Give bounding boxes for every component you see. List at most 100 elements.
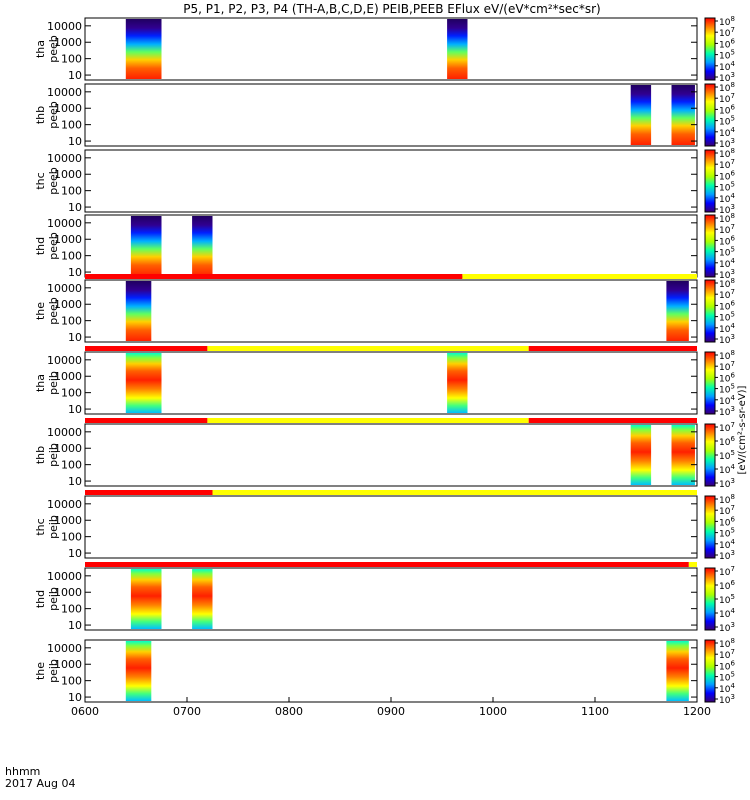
colorbar <box>704 423 716 487</box>
panel-frame <box>84 567 698 631</box>
spectrogram-burst <box>192 216 213 276</box>
colorbar-tick-label: 106 <box>719 435 735 448</box>
panel-ylabel-instrument: peeb <box>47 232 60 260</box>
panel-frame <box>84 17 698 81</box>
colorbar-tick-label: 103 <box>719 477 735 490</box>
panel-frame <box>84 495 698 559</box>
y-tick-label: 10000 <box>47 426 82 439</box>
panel-ylabel-probe: tha <box>34 374 47 392</box>
y-tick-label: 1000 <box>54 102 82 115</box>
mode-bar-segment <box>688 562 697 567</box>
y-tick-label: 10 <box>68 547 82 560</box>
y-tick-label: 10000 <box>47 217 82 230</box>
colorbar <box>704 17 716 81</box>
spectrogram-burst <box>666 281 689 341</box>
mode-bar-segment <box>212 490 697 495</box>
colorbar-tick-label: 103 <box>719 621 735 634</box>
panel-ylabel-instrument: peib <box>47 659 60 683</box>
figure-title: P5, P1, P2, P3, P4 (TH-A,B,C,D,E) PEIB,P… <box>183 2 600 16</box>
spectrogram-burst <box>447 19 468 79</box>
mode-bar-segment <box>85 490 213 495</box>
mode-bar-segment <box>528 418 697 423</box>
colorbar-tick-label: 103 <box>719 693 735 706</box>
panel-ylabel-instrument: peib <box>47 587 60 611</box>
panel-frame <box>84 279 698 343</box>
panel-frame <box>84 214 698 278</box>
colorbar-unit-label: [eV/(cm²-s-sr-eV)] <box>737 385 748 474</box>
spectrogram-burst <box>130 216 162 276</box>
y-tick-label: 100 <box>61 603 82 616</box>
y-tick-label: 100 <box>61 119 82 132</box>
colorbar <box>704 279 716 343</box>
panel-frame <box>84 83 698 147</box>
y-tick-label: 1000 <box>54 514 82 527</box>
colorbar <box>704 495 716 559</box>
y-tick-label: 10 <box>68 475 82 488</box>
y-tick-label: 1000 <box>54 36 82 49</box>
x-tick-label: 0700 <box>173 705 201 718</box>
y-tick-label: 100 <box>61 675 82 688</box>
colorbar <box>704 83 716 147</box>
y-tick-label: 1000 <box>54 233 82 246</box>
panel-ylabel-instrument: peeb <box>47 297 60 325</box>
panel-ylabel-probe: thb <box>34 106 47 124</box>
spectrogram-burst <box>125 353 162 413</box>
mode-bar-segment <box>462 274 697 279</box>
y-tick-label: 100 <box>61 459 82 472</box>
panel-ylabel-probe: thb <box>34 446 47 464</box>
spectrogram-burst <box>630 425 652 485</box>
y-tick-label: 1000 <box>54 442 82 455</box>
panel-ylabel-probe: the <box>34 662 47 680</box>
spectrogram-burst <box>671 425 695 485</box>
y-tick-label: 10 <box>68 691 82 704</box>
time-axis-footer: hhmm <box>5 765 40 778</box>
panel-frame <box>84 423 698 487</box>
panel-frame <box>84 351 698 415</box>
mode-bar-segment <box>207 346 529 351</box>
spectrogram-burst <box>130 569 162 629</box>
colorbar <box>704 351 716 415</box>
panel-ylabel-probe: thc <box>34 518 47 535</box>
spectrogram-burst <box>125 641 152 701</box>
y-tick-label: 10000 <box>47 354 82 367</box>
panel-ylabel-instrument: peeb <box>47 35 60 63</box>
colorbar <box>704 567 716 631</box>
panel-frame <box>84 149 698 213</box>
y-tick-label: 100 <box>61 53 82 66</box>
y-tick-label: 10 <box>68 619 82 632</box>
date-label: 2017 Aug 04 <box>5 777 75 790</box>
y-tick-label: 10 <box>68 331 82 344</box>
spectrogram-burst <box>630 85 652 145</box>
colorbar-tick-label: 105 <box>719 593 735 606</box>
colorbar-tick-label: 107 <box>719 565 735 578</box>
mode-bar-segment <box>528 346 697 351</box>
time-axis: 0600 0700 0800 0900 1000 1100 1200 <box>71 697 711 718</box>
y-tick-label: 100 <box>61 531 82 544</box>
panel-frame <box>84 639 698 703</box>
panel-ylabel-instrument: peeb <box>47 101 60 129</box>
y-tick-label: 10000 <box>47 152 82 165</box>
colorbar-tick-label: 104 <box>719 607 735 620</box>
y-tick-label: 10000 <box>47 86 82 99</box>
spectrogram-burst <box>125 19 162 79</box>
colorbar <box>704 214 716 278</box>
panel-ylabel-probe: thd <box>34 237 47 255</box>
spectrogram-burst <box>125 281 152 341</box>
x-tick-label: 0800 <box>275 705 303 718</box>
spectrogram-burst <box>447 353 468 413</box>
y-tick-label: 1000 <box>54 370 82 383</box>
y-tick-label: 100 <box>61 387 82 400</box>
y-tick-label: 10000 <box>47 498 82 511</box>
mode-bar-segment <box>85 562 689 567</box>
